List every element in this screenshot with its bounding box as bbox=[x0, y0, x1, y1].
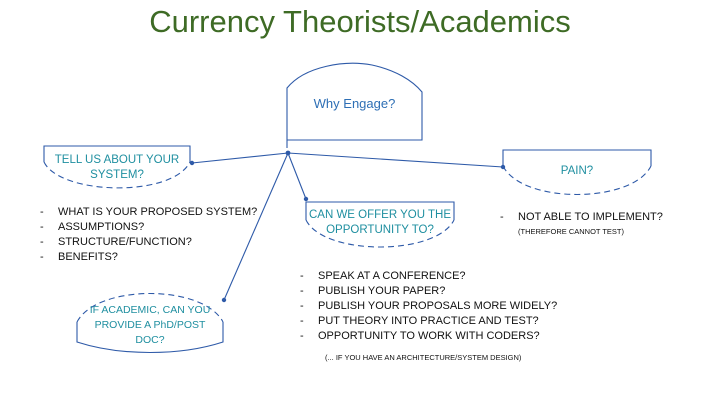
list-item: PUBLISH YOUR PAPER? bbox=[300, 284, 557, 299]
list-item: WHAT IS YOUR PROPOSED SYSTEM? bbox=[40, 205, 257, 220]
opportunities-note: (... IF YOU HAVE AN ARCHITECTURE/SYSTEM … bbox=[325, 353, 522, 362]
offer-dot bbox=[303, 196, 309, 202]
academic-dot bbox=[221, 297, 227, 303]
pain-note: (THEREFORE CANNOT TEST) bbox=[518, 227, 624, 236]
pain-node-arc bbox=[502, 165, 652, 196]
opportunities-list: SPEAK AT A CONFERENCE? PUBLISH YOUR PAPE… bbox=[300, 269, 557, 344]
connector-pain bbox=[287, 152, 504, 168]
academic-node-label: IF ACADEMIC, CAN YOU PROVIDE A PhD/POST … bbox=[89, 304, 211, 346]
system-node-bracket bbox=[43, 145, 191, 162]
list-item: ASSUMPTIONS? bbox=[40, 220, 257, 235]
list-item: OPPORTUNITY TO WORK WITH CODERS? bbox=[300, 329, 557, 344]
hub-shape bbox=[286, 62, 423, 148]
academic-node-bracket bbox=[76, 322, 224, 353]
page-title: Currency Theorists/Academics bbox=[149, 4, 571, 39]
pain-dot bbox=[500, 164, 506, 170]
system-node-label: TELL US ABOUT YOUR SYSTEM? bbox=[54, 154, 180, 181]
offer-node-arc bbox=[305, 219, 455, 248]
hub-label: Why Engage? bbox=[313, 96, 396, 111]
connector-system bbox=[191, 152, 289, 164]
list-item: STRUCTURE/FUNCTION? bbox=[40, 235, 257, 250]
list-item: BENEFITS? bbox=[40, 250, 257, 265]
list-item: PUBLISH YOUR PROPOSALS MORE WIDELY? bbox=[300, 299, 557, 314]
system-questions-list: WHAT IS YOUR PROPOSED SYSTEM? ASSUMPTION… bbox=[40, 205, 257, 265]
hub-dot bbox=[285, 150, 291, 156]
system-node-arc bbox=[43, 161, 191, 189]
list-item: PUT THEORY INTO PRACTICE AND TEST? bbox=[300, 314, 557, 329]
pain-node-label: PAIN? bbox=[560, 165, 594, 177]
connector-offer bbox=[287, 152, 307, 200]
pain-points-list: NOT ABLE TO IMPLEMENT? bbox=[500, 210, 663, 225]
academic-node-arc bbox=[76, 292, 224, 323]
offer-node-bracket bbox=[305, 201, 455, 220]
system-dot bbox=[189, 160, 195, 166]
pain-node-bracket bbox=[502, 149, 652, 166]
list-item: NOT ABLE TO IMPLEMENT? bbox=[500, 210, 663, 225]
offer-node-label: CAN WE OFFER YOU THE OPPORTUNITY TO? bbox=[308, 209, 452, 236]
list-item: SPEAK AT A CONFERENCE? bbox=[300, 269, 557, 284]
